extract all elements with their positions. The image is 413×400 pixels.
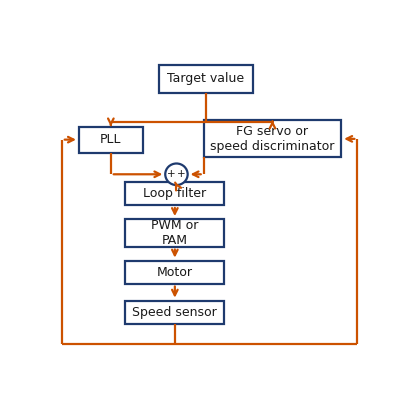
Text: FG servo or
speed discriminator: FG servo or speed discriminator [210, 125, 335, 153]
Text: Speed sensor: Speed sensor [133, 306, 217, 319]
FancyBboxPatch shape [159, 65, 253, 93]
Text: +: + [177, 169, 186, 179]
FancyBboxPatch shape [79, 126, 143, 153]
Text: PLL: PLL [100, 133, 121, 146]
FancyBboxPatch shape [204, 120, 341, 157]
Text: PWM or
PAM: PWM or PAM [151, 219, 199, 247]
FancyBboxPatch shape [125, 300, 225, 324]
FancyBboxPatch shape [125, 182, 225, 205]
Text: +: + [167, 169, 176, 179]
FancyBboxPatch shape [125, 219, 225, 247]
Text: Motor: Motor [157, 266, 193, 278]
Text: Target value: Target value [168, 72, 244, 85]
FancyBboxPatch shape [125, 260, 225, 284]
Circle shape [165, 164, 188, 185]
Text: Loop filter: Loop filter [143, 187, 206, 200]
